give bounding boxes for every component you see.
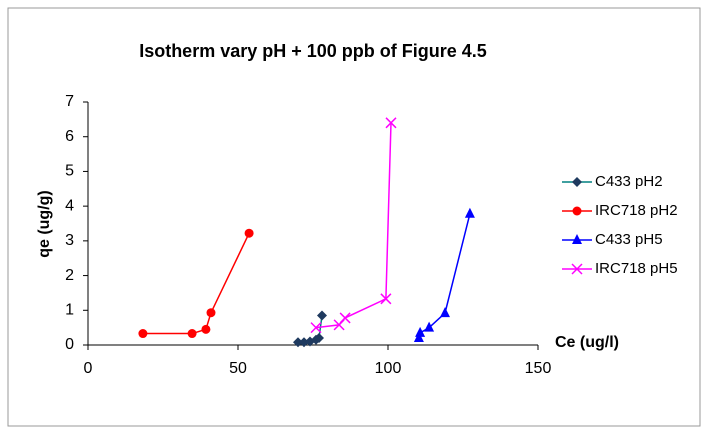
data-point: [385, 117, 397, 129]
chart-title: Isotherm vary pH + 100 ppb of Figure 4.5: [139, 41, 487, 61]
data-point: [244, 228, 254, 238]
y-tick-label: 3: [65, 232, 74, 249]
y-axis-label: qe (ug/g): [36, 190, 53, 258]
data-point: [464, 207, 475, 218]
data-point: [310, 322, 322, 334]
data-point: [201, 324, 211, 334]
data-point: [293, 337, 303, 348]
legend-marker: [572, 206, 582, 216]
x-tick-label: 100: [375, 360, 402, 377]
x-axis-label: Ce (ug/l): [555, 334, 619, 351]
y-tick-label: 1: [65, 302, 74, 319]
data-point: [187, 329, 197, 339]
y-tick-label: 4: [65, 197, 74, 214]
data-point: [138, 329, 148, 339]
chart-border: [7, 7, 701, 427]
y-tick-label: 6: [65, 128, 74, 145]
data-point: [380, 293, 392, 305]
x-tick-label: 50: [229, 360, 247, 377]
y-tick-label: 7: [65, 93, 74, 110]
legend-marker: [571, 263, 583, 275]
data-point: [317, 310, 327, 321]
legend-label: C433 pH5: [595, 231, 663, 248]
data-point: [413, 332, 424, 343]
y-tick-label: 2: [65, 267, 74, 284]
legend-label: IRC718 pH2: [595, 202, 678, 219]
x-tick-label: 150: [525, 360, 552, 377]
legend-marker: [572, 234, 582, 244]
data-point: [424, 321, 435, 332]
legend-label: IRC718 pH5: [595, 260, 678, 277]
y-tick-label: 0: [65, 336, 74, 353]
data-point: [206, 308, 216, 318]
data-point: [314, 333, 324, 344]
data-point: [299, 337, 309, 348]
legend-label: C433 pH2: [595, 173, 663, 190]
data-point: [415, 326, 426, 337]
y-tick-label: 5: [65, 163, 74, 180]
data-point: [440, 307, 450, 318]
legend-marker: [572, 177, 582, 187]
data-point: [339, 312, 351, 324]
x-tick-label: 0: [84, 360, 93, 377]
